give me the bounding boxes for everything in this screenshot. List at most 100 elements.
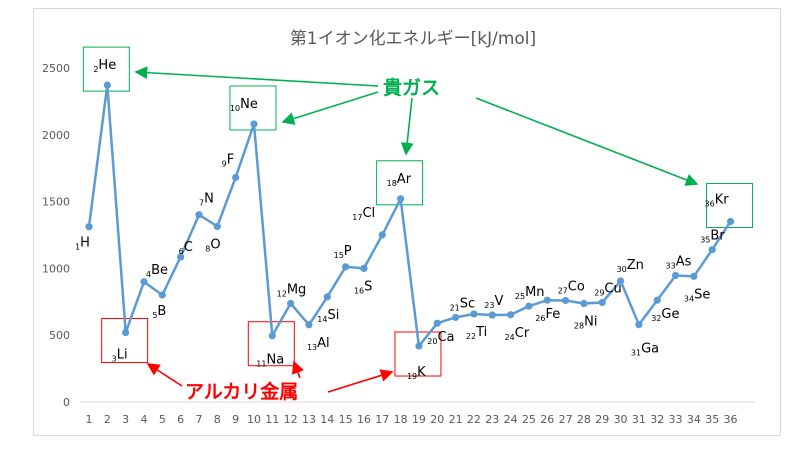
x-tick-label: 19	[412, 413, 426, 426]
atomic-number: 22	[466, 332, 476, 341]
atomic-number: 9	[222, 159, 227, 168]
x-tick-label: 9	[232, 413, 239, 426]
noble-gas-annotation: 貴ガス	[383, 76, 440, 99]
data-point	[195, 211, 203, 219]
x-tick-label: 15	[339, 413, 353, 426]
x-tick-label: 35	[705, 413, 719, 426]
data-point	[360, 264, 368, 272]
x-tick-label: 28	[577, 413, 591, 426]
element-label: 7N	[199, 192, 214, 208]
x-tick-label: 4	[140, 413, 147, 426]
element-symbol: Ni	[584, 315, 597, 330]
element-symbol: Ca	[437, 330, 454, 345]
x-tick-label: 32	[650, 413, 664, 426]
element-label: 9F	[222, 152, 235, 168]
element-symbol: Sc	[460, 296, 475, 311]
series-line	[87, 84, 732, 350]
data-point	[653, 296, 661, 304]
annotation-arrow	[475, 97, 699, 186]
x-tick-label: 7	[195, 413, 202, 426]
element-label: 6C	[179, 240, 193, 256]
element-label: 11Na	[256, 353, 284, 369]
x-tick-label: 31	[632, 413, 646, 426]
x-tick-label: 34	[687, 413, 701, 426]
element-label: 17Cl	[352, 206, 375, 222]
alkali-metal-annotation: アルカリ金属	[185, 380, 298, 403]
element-symbol: Ga	[641, 342, 659, 357]
atomic-number: 18	[387, 179, 397, 188]
element-symbol: Ge	[661, 307, 679, 322]
element-label: 13Al	[307, 336, 330, 352]
element-symbol: He	[98, 58, 116, 73]
atomic-number: 32	[651, 314, 661, 323]
x-tick-label: 8	[214, 413, 221, 426]
data-point	[287, 299, 295, 308]
data-point	[452, 313, 460, 322]
element-symbol: O	[210, 237, 220, 252]
atomic-number: 33	[666, 261, 676, 270]
y-tick-label: 2000	[42, 129, 70, 142]
atomic-number: 24	[505, 333, 515, 342]
element-symbol: Co	[568, 279, 585, 294]
x-tick-label: 21	[449, 413, 463, 426]
x-tick-label: 26	[540, 413, 554, 426]
element-label: 32Ge	[651, 307, 679, 323]
x-tick-label: 2	[104, 413, 111, 426]
atomic-number: 5	[152, 311, 157, 320]
atomic-number: 8	[205, 244, 210, 253]
element-symbol: Li	[117, 348, 128, 363]
x-tick-label: 24	[504, 413, 518, 426]
atomic-number: 29	[594, 288, 604, 297]
element-symbol: N	[204, 192, 214, 207]
atomic-number: 31	[631, 349, 641, 358]
element-symbol: Cl	[362, 206, 375, 221]
element-symbol: B	[157, 304, 166, 319]
element-symbol: C	[184, 240, 193, 255]
x-tick-label: 11	[265, 413, 279, 426]
element-label: 2He	[93, 58, 116, 74]
element-label: 31Ga	[631, 342, 659, 358]
element-symbol: Cu	[604, 281, 621, 296]
atomic-number: 34	[684, 294, 694, 303]
x-tick-label: 12	[284, 413, 298, 426]
data-point	[726, 217, 735, 226]
data-point	[415, 342, 423, 350]
element-symbol: Zn	[627, 258, 644, 273]
atomic-number: 13	[307, 343, 317, 352]
x-tick-label: 30	[614, 413, 628, 426]
data-point	[488, 311, 496, 319]
element-symbol: Si	[327, 308, 339, 323]
element-label: 12Mg	[277, 282, 307, 298]
x-tick-label: 17	[375, 413, 389, 426]
x-tick-label: 18	[394, 413, 408, 426]
data-point	[433, 319, 441, 327]
data-point	[250, 120, 258, 128]
element-symbol: As	[676, 254, 692, 269]
atomic-number: 28	[574, 322, 584, 331]
atomic-number: 19	[407, 372, 417, 381]
noble-gas-box	[376, 160, 424, 206]
element-label: 14Si	[317, 308, 339, 324]
atomic-number: 11	[256, 360, 266, 369]
element-label: 1H	[75, 236, 90, 252]
atomic-number: 27	[558, 286, 568, 295]
element-symbol: S	[364, 279, 372, 294]
atomic-number: 21	[450, 303, 460, 312]
atomic-number: 35	[700, 236, 710, 245]
annotation-arrow	[291, 360, 304, 379]
element-label: 25Mn	[515, 285, 545, 301]
element-label: 5B	[152, 304, 166, 320]
x-tick-label: 25	[522, 413, 536, 426]
data-point	[470, 310, 478, 318]
atomic-number: 23	[484, 301, 494, 310]
element-label: 36Kr	[705, 193, 730, 209]
element-label: 21Sc	[450, 296, 476, 312]
data-point	[690, 272, 698, 280]
data-point	[635, 321, 643, 329]
y-tick-label: 0	[63, 396, 70, 409]
x-tick-label: 20	[430, 413, 444, 426]
x-tick-label: 27	[559, 413, 573, 426]
element-label: 35Br	[700, 229, 725, 245]
atomic-number: 15	[334, 251, 344, 260]
